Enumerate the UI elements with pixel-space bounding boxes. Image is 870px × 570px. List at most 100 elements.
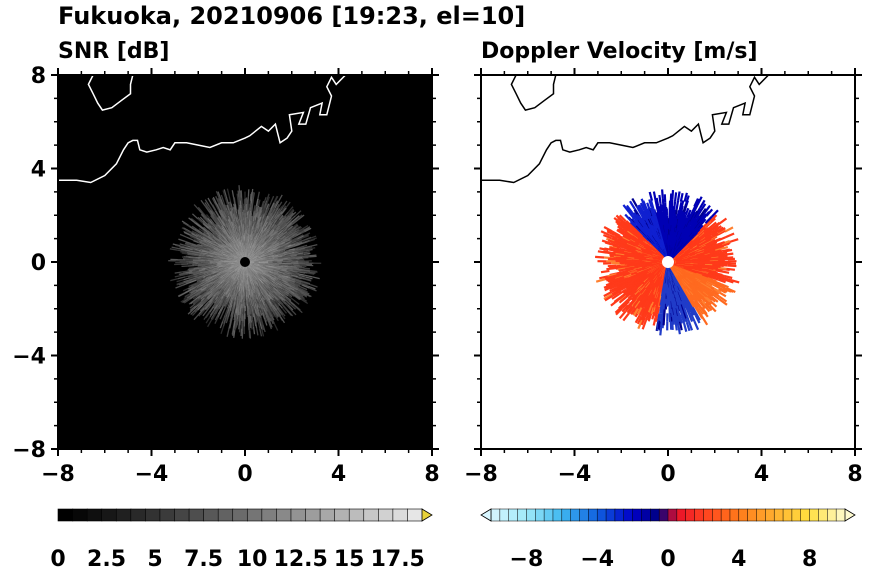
snr-echo-segment [210,215,215,221]
snr-echo-segment [193,254,200,257]
snr-echo-segment [239,211,242,220]
snr-echo-segment [218,198,223,206]
snr-echo-segment [238,192,241,201]
snr-echo-segment [257,199,261,207]
snr-echo-segment [308,247,316,250]
snr-echo-segment [213,219,219,226]
snr-echo-segment [218,202,223,210]
snr-echo-segment [239,190,242,198]
snr-echo-segment [294,249,302,253]
snr-echo-segment [283,215,290,222]
snr-echo-segment [263,203,268,211]
snr-echo-segment [237,209,240,215]
snr-echo-segment [273,225,279,231]
snr-echo-segment [220,216,225,222]
snr-echo-segment [211,223,218,230]
snr-echo-segment [228,210,232,217]
snr-echo-segment [257,206,261,213]
snr-echo-segment [263,196,267,204]
snr-echo-segment [273,207,279,215]
snr-echo-segment [285,201,291,209]
snr-echo-segment [191,213,199,220]
snr-echo-segment [231,190,235,198]
snr-echo-segment [256,212,260,219]
snr-echo-segment [239,200,242,209]
snr-echo-segment [261,203,265,211]
snr-echo-segment [278,222,285,229]
snr-echo-segment [261,200,265,208]
snr-echo-segment [273,222,280,230]
snr-echo-segment [266,214,272,223]
snr-echo-segment [287,212,294,219]
snr-echo-segment [302,245,311,249]
snr-echo-segment [297,253,304,256]
snr-echo-segment [293,215,300,221]
snr-echo-segment [252,210,255,217]
snr-echo-segment [309,237,317,242]
snr-echo-segment [207,222,212,228]
snr-echo-segment [251,216,254,222]
snr-echo-segment [202,212,209,219]
snr-echo-segment [288,232,296,238]
snr-echo-segment [205,214,211,220]
snr-echo-segment [204,206,211,213]
snr-echo-segment [256,211,259,218]
snr-echo-segment [263,217,267,223]
snr-echo-segment [270,207,276,216]
snr-echo-segment [231,213,235,221]
snr-echo-segment [288,208,294,215]
snr-echo-segment [198,209,205,217]
snr-echo-segment [238,214,241,221]
snr-echo-segment [224,212,229,220]
snr-echo-segment [277,211,283,218]
snr-echo-segment [305,246,313,250]
snr-echo-segment [232,206,236,213]
snr-echo-segment [282,211,289,219]
snr-echo-segment [274,201,280,209]
snr-echo-segment [297,239,305,243]
snr-echo-segment [221,209,226,217]
snr-echo-segment [275,203,280,211]
snr-echo-segment [197,218,204,224]
snr-echo-segment [203,217,209,223]
snr-echo-segment [202,223,209,229]
snr-echo-segment [301,248,309,252]
snr-echo-segment [278,220,285,227]
snr-echo-segment [291,237,298,241]
snr-echo-segment [209,212,215,220]
snr-echo-segment [302,256,310,259]
snr-echo-segment [289,215,296,222]
snr-echo-segment [251,199,254,207]
snr-echo-segment [237,190,240,198]
snr-echo-segment [266,209,272,217]
snr-echo-segment [302,239,310,244]
snr-echo-segment [295,214,303,221]
snr-echo-segment [277,220,283,226]
snr-echo-segment [209,218,215,225]
snr-echo-segment [297,214,305,221]
snr-echo-segment [286,227,293,233]
snr-echo-segment [254,216,258,223]
snr-echo-segment [253,210,256,216]
snr-echo-segment [290,254,298,257]
snr-echo-segment [292,252,299,255]
snr-echo-segment [272,211,278,218]
snr-echo-segment [252,215,255,221]
snr-echo-segment [209,210,215,217]
snr-echo-segment [214,215,219,221]
snr-echo-segment [181,252,189,255]
snr-echo-segment [215,191,220,199]
snr-echo-segment [274,219,280,225]
snr-echo-segment [281,215,287,222]
snr-echo-segment [217,198,222,205]
snr-echo-segment [281,205,287,212]
snr-echo-segment [283,244,289,248]
snr-echo-segment [302,234,310,239]
snr-echo-segment [205,204,211,212]
snr-echo-segment [229,207,233,215]
snr-echo-segment [210,209,216,216]
snr-echo-segment [309,254,317,257]
snr-echo-segment [261,213,265,219]
snr-echo-segment [225,196,230,205]
snr-echo-segment [291,223,298,229]
